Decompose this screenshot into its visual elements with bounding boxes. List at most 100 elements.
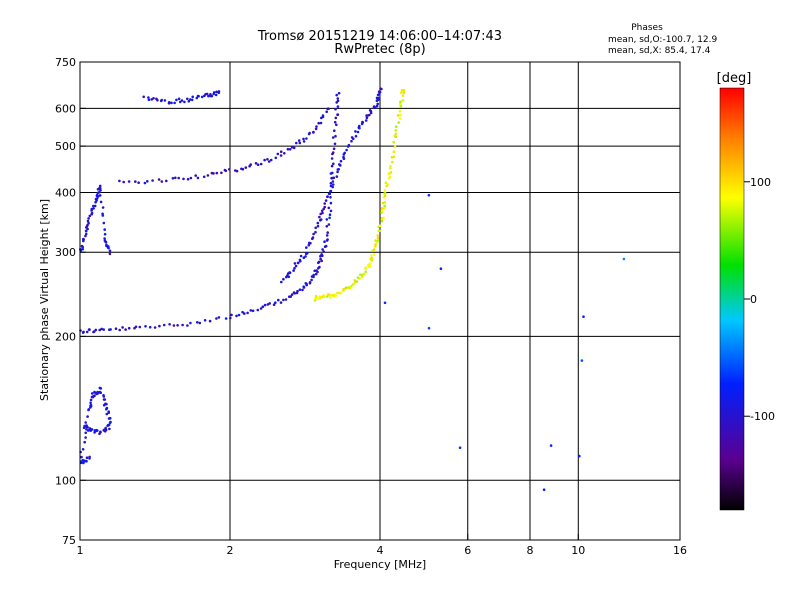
series-near-1-mhz-vertical-cluster	[79, 184, 112, 256]
echo-point	[361, 121, 365, 124]
echo-point	[235, 169, 239, 173]
echo-point	[152, 97, 155, 100]
echo-point	[349, 286, 353, 289]
echo-point	[326, 238, 329, 241]
echo-point	[296, 261, 300, 265]
echo-point	[87, 221, 90, 225]
echo-point	[81, 331, 85, 334]
echo-point	[124, 328, 127, 331]
echo-point	[256, 308, 260, 312]
echo-point	[84, 436, 87, 439]
echo-point	[305, 137, 308, 140]
echo-point	[284, 298, 288, 301]
echo-point	[342, 155, 345, 159]
echo-point	[114, 327, 118, 331]
echo-point	[356, 130, 360, 134]
echo-point	[163, 99, 167, 102]
echo-point	[394, 129, 398, 132]
echo-point	[296, 289, 299, 293]
echo-point	[202, 175, 206, 179]
echo-point	[84, 431, 87, 435]
echo-point	[122, 180, 125, 184]
echo-point	[380, 87, 383, 91]
echo-point	[224, 169, 228, 173]
echo-point	[109, 328, 112, 331]
echo-point	[287, 275, 291, 279]
echo-point	[288, 271, 292, 275]
y-tick-label: 500	[55, 140, 76, 153]
echo-point	[439, 267, 443, 271]
echo-point	[396, 114, 400, 117]
echo-point	[372, 106, 376, 109]
echo-point	[196, 321, 199, 324]
series-o-mode-f2-upper-trace	[118, 107, 330, 185]
echo-point	[380, 209, 384, 212]
echo-point	[383, 204, 387, 208]
echo-point	[206, 174, 210, 177]
echo-point	[622, 257, 626, 261]
echo-point	[331, 180, 335, 183]
echo-point	[274, 301, 277, 305]
series-o-mode-f2-lower-trace	[79, 91, 341, 334]
echo-point	[86, 219, 90, 223]
echo-point	[80, 244, 84, 248]
echo-point	[354, 134, 358, 138]
echo-point	[158, 324, 161, 328]
echo-point	[332, 147, 336, 151]
echo-point	[339, 291, 343, 295]
echo-point	[376, 102, 380, 106]
echo-point	[307, 132, 311, 136]
echo-point	[334, 107, 337, 111]
echo-point	[94, 328, 98, 332]
echo-point	[344, 286, 348, 290]
echo-point	[389, 164, 392, 168]
echo-point	[294, 264, 298, 268]
echo-point	[329, 181, 333, 185]
echo-point	[230, 313, 233, 317]
echo-point	[121, 326, 124, 329]
echo-point	[187, 100, 191, 103]
echo-point	[336, 113, 340, 116]
echo-point	[334, 116, 338, 120]
echo-point	[86, 425, 89, 429]
echo-point	[382, 216, 385, 220]
echo-point	[298, 288, 302, 292]
echo-point	[268, 302, 272, 305]
x-axis-label: Frequency [MHz]	[334, 558, 426, 571]
echo-point	[392, 155, 396, 158]
echo-point	[167, 101, 171, 104]
x-tick-label: 6	[464, 544, 471, 557]
echo-point	[171, 177, 175, 180]
echo-point	[186, 97, 189, 101]
echo-point	[148, 325, 152, 329]
echo-point	[220, 171, 223, 175]
echo-point	[162, 323, 166, 327]
echo-point	[96, 429, 99, 432]
echo-point	[333, 120, 337, 124]
echo-point	[156, 98, 159, 102]
echo-point	[87, 217, 90, 220]
info-line-o: mean, sd,O:-100.7, 12.9	[608, 35, 718, 45]
echo-point	[399, 100, 402, 104]
y-tick-label: 600	[55, 102, 76, 115]
colorbar-tick-label: -100	[750, 410, 775, 423]
echo-point	[286, 147, 290, 151]
echo-point	[103, 228, 106, 231]
echo-point	[380, 219, 384, 223]
echo-point	[383, 191, 387, 195]
echo-point	[95, 199, 98, 202]
echo-point	[377, 229, 381, 233]
echo-point	[388, 175, 392, 179]
echo-point	[336, 97, 340, 100]
echo-point	[80, 455, 83, 459]
echo-point	[314, 294, 318, 298]
echo-point	[293, 266, 296, 270]
echo-point	[358, 124, 361, 128]
echo-point	[378, 92, 381, 96]
echo-point	[243, 312, 246, 315]
echo-point	[89, 398, 93, 402]
echo-point	[335, 175, 339, 178]
echo-point	[282, 298, 285, 302]
echo-point	[319, 212, 323, 216]
